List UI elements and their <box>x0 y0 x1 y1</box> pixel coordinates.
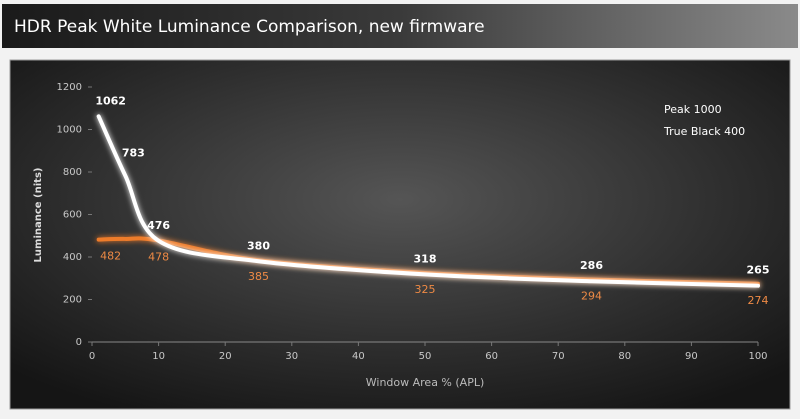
x-axis-title: Window Area % (APL) <box>366 376 485 389</box>
series-line <box>96 114 760 288</box>
x-tick-label: 30 <box>285 351 298 362</box>
y-tick-label: 400 <box>63 252 82 263</box>
y-tick-label: 1000 <box>57 125 82 136</box>
y-tick-label: 600 <box>63 210 82 221</box>
x-tick-label: 90 <box>685 351 698 362</box>
data-label: 476 <box>147 219 170 232</box>
y-axis-title: Luminance (nits) <box>33 168 44 263</box>
y-tick-label: 800 <box>63 167 82 178</box>
y-tick-label: 200 <box>63 295 82 306</box>
x-tick-label: 40 <box>352 351 365 362</box>
x-tick-label: 100 <box>748 351 767 362</box>
data-label: 478 <box>148 250 169 263</box>
data-label: 325 <box>415 283 436 296</box>
x-tick-label: 80 <box>618 351 631 362</box>
data-label: 783 <box>122 147 145 160</box>
y-tick-label: 0 <box>76 337 82 348</box>
y-tick-label: 1200 <box>57 82 82 93</box>
data-label: 265 <box>747 264 770 277</box>
chart-title: HDR Peak White Luminance Comparison, new… <box>14 17 485 37</box>
legend-label: True Black 400 <box>663 125 745 138</box>
data-label: 380 <box>247 239 270 252</box>
x-tick-label: 70 <box>552 351 565 362</box>
data-label: 274 <box>748 294 769 307</box>
data-label: 318 <box>414 252 437 265</box>
x-tick-label: 60 <box>485 351 498 362</box>
x-tick-label: 50 <box>419 351 432 362</box>
data-label: 294 <box>581 290 602 303</box>
x-tick-label: 10 <box>152 351 165 362</box>
legend-label: Peak 1000 <box>664 103 722 116</box>
x-tick-label: 20 <box>219 351 232 362</box>
header-bar <box>2 4 798 48</box>
data-label: 1062 <box>95 94 126 107</box>
x-tick-label: 0 <box>89 351 95 362</box>
data-label: 385 <box>248 270 269 283</box>
data-label: 482 <box>100 250 121 263</box>
data-label: 286 <box>580 259 603 272</box>
plot-panel <box>9 59 791 410</box>
